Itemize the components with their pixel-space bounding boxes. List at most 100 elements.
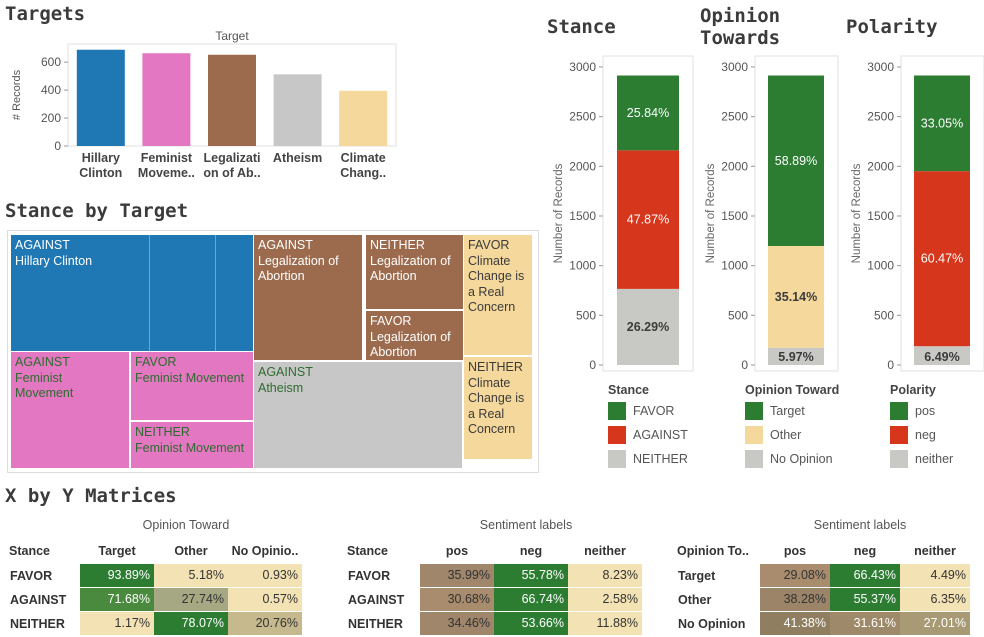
opinion-towards-title: Opinion Towards	[700, 5, 781, 49]
targets-xtick-label: Clinton	[79, 166, 122, 180]
opinion-legend-swatch	[745, 426, 763, 444]
polarity-plot-frame	[900, 55, 984, 372]
polarity-ytick-label: 1500	[867, 209, 894, 223]
matrix3-column-header: neg	[853, 544, 877, 558]
stance-segment-label: 26.29%	[627, 320, 669, 334]
opinion-legend: Opinion Toward Target Other No Opinion	[745, 383, 875, 473]
matrix2-cell: 66.74%	[494, 588, 568, 612]
matrix3-cell: 6.35%	[900, 588, 970, 612]
opinion-stacked-bar-chart: 0 500 1000 1500 2000 2500 3000 Number of Record…	[705, 55, 839, 372]
polarity-ytick-label: 0	[887, 358, 894, 372]
polarity-segment-label: 60.47%	[921, 252, 963, 266]
opinion-legend-label: Target	[770, 404, 805, 418]
matrix3-column-header: pos	[783, 544, 807, 558]
polarity-legend-label: neg	[915, 428, 936, 442]
matrix1-cell: 71.68%	[80, 588, 154, 612]
stance-ytick-label: 1000	[569, 259, 596, 273]
targets-xtick-label: Chang..	[340, 166, 386, 180]
matrix2-cell: 2.58%	[568, 588, 642, 612]
matrix2-cell: 8.23%	[568, 564, 642, 588]
matrix1-row: NEITHER 1.17% 78.07% 20.76%	[8, 612, 302, 636]
treemap-cell-label: Concern	[468, 422, 516, 436]
stance-stacked-bar-chart: 0 500 1000 1500 2000 2500 3000 Number of Record…	[553, 55, 694, 372]
opinion-legend-swatch	[745, 402, 763, 420]
stance-legend-title: Stance	[608, 383, 649, 397]
targets-title: Targets	[5, 3, 86, 25]
matrix2-cell: 35.99%	[420, 564, 494, 588]
opinion-ytick-label: 1000	[721, 259, 748, 273]
treemap-cell-label: Climate	[468, 253, 511, 268]
matrix1-cell: 93.89%	[80, 564, 154, 588]
matrix1-cell: 78.07%	[154, 612, 228, 636]
treemap-cell: AGAINST Feminist Movement	[10, 351, 130, 469]
targets-xtick-label: Hillary	[82, 151, 120, 165]
treemap-cell: NEITHER Climate Change is a Real Concern	[463, 356, 533, 460]
matrix2-column-header: pos	[445, 544, 469, 558]
targets-bar	[339, 90, 388, 146]
opinion-plot-frame	[754, 55, 839, 372]
matrix2-row-header: Stance	[347, 544, 388, 558]
opinion-ytick-label: 1500	[721, 209, 748, 223]
stance-by-target-treemap: AGAINST Hillary Clinton AGAINST Legalizatio…	[7, 230, 539, 473]
polarity-segment-label: 33.05%	[921, 116, 963, 130]
targets-xtick-label: Atheism	[273, 151, 322, 165]
matrix1-row-label: FAVOR	[10, 569, 53, 583]
matrix3-cell: 55.37%	[830, 588, 900, 612]
targets-ytick-label: 600	[41, 55, 61, 69]
polarity-segment-label: 6.49%	[924, 350, 959, 364]
matrix3-row-label: Other	[678, 593, 712, 607]
treemap-cell-label: Concern	[468, 300, 516, 314]
matrix3-cell: 4.49%	[900, 564, 970, 588]
matrix2-column-header: neither	[584, 544, 626, 558]
matrix1-row-label: AGAINST	[10, 593, 67, 607]
treemap-cell: AGAINST Legalization of Abortion	[253, 234, 363, 361]
treemap-cell-label: Legalization of	[370, 329, 451, 344]
polarity-legend-swatch	[890, 450, 908, 468]
treemap-divider	[149, 234, 150, 351]
treemap-cell: NEITHER Legalization of Abortion	[365, 234, 465, 310]
treemap-cell-label: Climate	[468, 375, 511, 390]
treemap-divider	[215, 234, 216, 351]
stance-legend-swatch	[608, 426, 626, 444]
treemap-cell-label: Hillary Clinton	[15, 253, 93, 268]
treemap-cell-label: Movement	[15, 386, 74, 400]
polarity-ytick-label: 1000	[867, 259, 894, 273]
polarity-segment	[914, 171, 970, 347]
treemap-cell-label: NEITHER	[370, 238, 425, 252]
treemap-cell: FAVOR Climate Change is a Real Concern	[463, 234, 533, 356]
opinion-ylabel: Number of Records	[705, 163, 717, 263]
targets-ytick-label: 200	[41, 111, 61, 125]
polarity-legend-swatch	[890, 402, 908, 420]
matrix2-cell: 30.68%	[420, 588, 494, 612]
matrix3-table: Opinion To.. pos neg neither Target 29.08% 66.…	[676, 538, 970, 636]
matrix1-column-header: Target	[98, 544, 136, 558]
matrix2-column-header: neg	[519, 544, 543, 558]
matrix2-row: FAVOR 35.99% 55.78% 8.23%	[346, 564, 642, 588]
targets-xtick-label: on of Ab..	[203, 166, 260, 180]
matrix1-column-header: Other	[174, 544, 208, 558]
targets-ytick-label: 0	[54, 139, 61, 153]
treemap-cell-label: FAVOR	[135, 355, 177, 369]
matrix2-cell: 53.66%	[494, 612, 568, 636]
opinion-ytick-label: 500	[728, 308, 748, 322]
stance-segment-label: 47.87%	[627, 213, 669, 227]
stance-ytick-label: 2500	[569, 110, 596, 124]
treemap-cell: AGAINST Hillary Clinton	[10, 234, 254, 353]
polarity-legend-title: Polarity	[890, 383, 936, 397]
treemap-cell-label: a Real	[468, 406, 505, 421]
targets-bar	[208, 54, 256, 146]
opinion-segment	[768, 245, 824, 348]
matrix3-cell: 27.01%	[900, 612, 970, 636]
polarity-ylabel: Number of Records	[851, 163, 863, 263]
stance-by-target-title: Stance by Target	[5, 200, 189, 222]
matrix2-row-label: AGAINST	[348, 593, 405, 607]
matrix3-row-label: Target	[678, 569, 716, 583]
stance-legend: Stance FAVOR AGAINST NEITHER	[608, 383, 738, 473]
treemap-cell-label: Abortion	[258, 269, 305, 283]
opinion-segment-label: 58.89%	[775, 154, 817, 168]
stance-legend-swatch	[608, 402, 626, 420]
matrix2-row: NEITHER 34.46% 53.66% 11.88%	[346, 612, 642, 636]
matrix1-cell: 1.17%	[80, 612, 154, 636]
stance-segment	[617, 75, 679, 151]
treemap-cell: NEITHER Feminist Movement	[130, 421, 254, 469]
